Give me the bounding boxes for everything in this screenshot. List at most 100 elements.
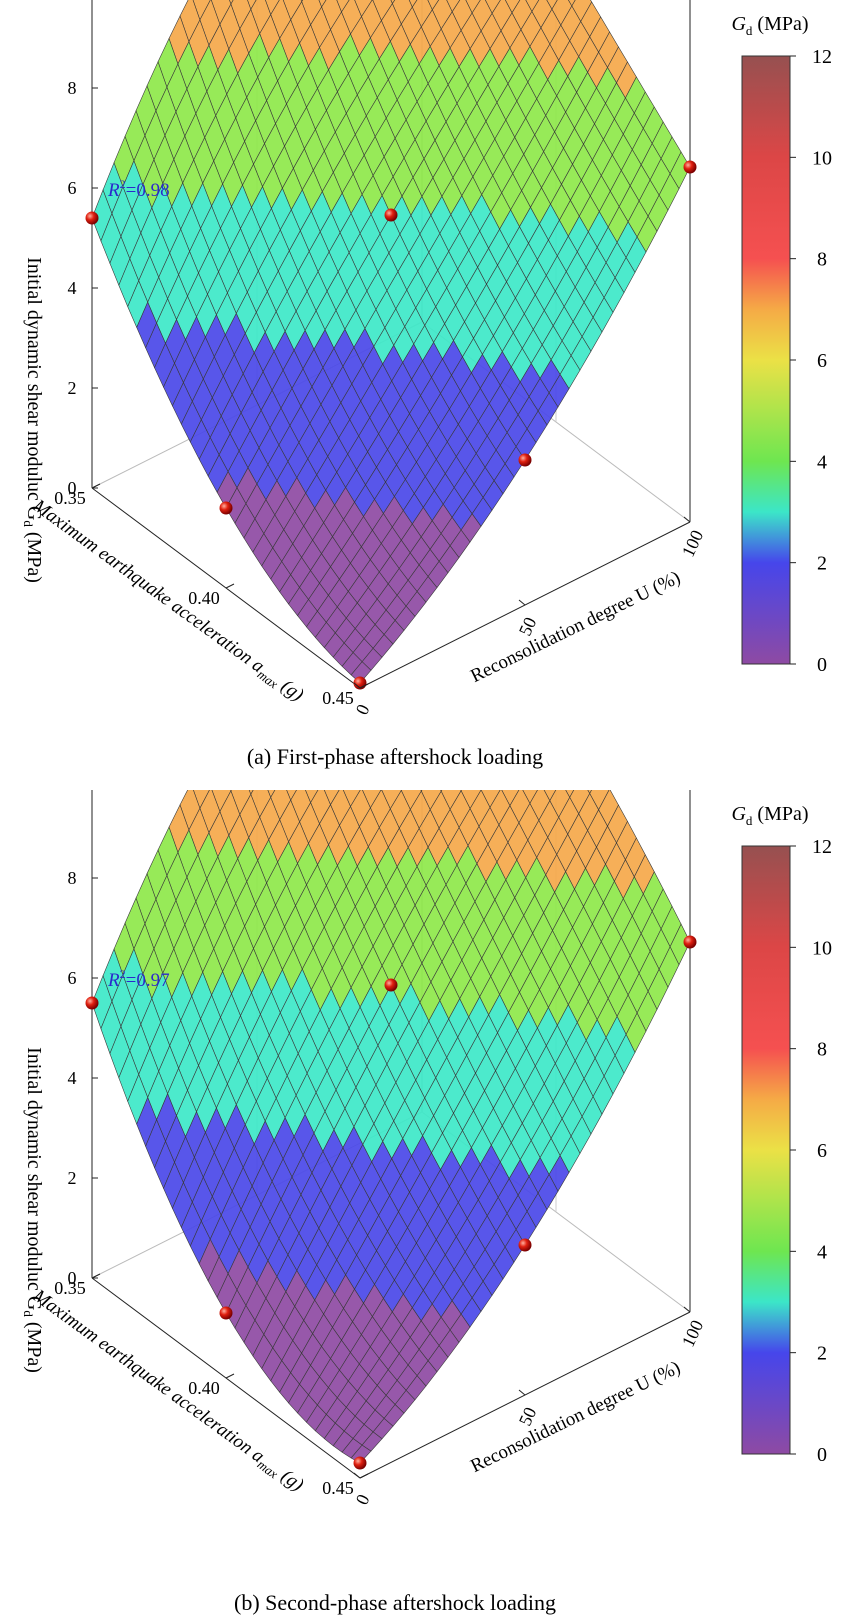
z-axis-title-unit: (MPa) — [23, 527, 45, 583]
r-squared-value: =0.98 — [126, 180, 170, 201]
colorbar-title-unit: (MPa) — [752, 13, 808, 35]
data-points — [85, 935, 697, 1470]
x-axis-ticks: 0.35 0.40 0.45 — [54, 1273, 369, 1498]
z-axis-title: Initial dynamic shear moduluc Gd (MPa) — [21, 257, 45, 583]
colorbar-tick-label: 4 — [817, 1241, 827, 1263]
r-squared-label: R2=0.98 — [107, 177, 170, 201]
colorbar-tick-label: 6 — [817, 1140, 827, 1162]
z-tick-label: 0 — [68, 1268, 77, 1288]
z-axis-title-sub: d — [21, 520, 36, 527]
surface — [91, 790, 691, 1464]
colorbar-title-sub: d — [746, 23, 753, 38]
data-point — [353, 1456, 367, 1470]
r-squared-symbol: R — [107, 180, 120, 201]
data-point — [384, 208, 398, 222]
x-tick-label: 0.40 — [188, 588, 220, 608]
surface-cell — [390, 0, 396, 5]
data-point — [683, 160, 697, 174]
data-point — [85, 996, 99, 1010]
colorbar-tick-label: 4 — [817, 451, 827, 473]
r-squared-symbol: R — [107, 970, 120, 991]
data-point — [219, 1306, 233, 1320]
figure-caption-a: (a) First-phase aftershock loading — [246, 744, 544, 769]
y-tick — [683, 1306, 691, 1313]
x-tick-label: 0.45 — [322, 1478, 354, 1498]
y-axis-title: Reconsolidation degree U (%) — [467, 1357, 683, 1477]
x-tick — [91, 483, 101, 489]
x-tick — [225, 583, 235, 589]
x-axis-ticks: 0.35 0.40 0.45 — [54, 483, 369, 708]
data-point — [518, 1238, 532, 1252]
r-squared-exp: 2 — [120, 177, 126, 191]
z-tick-label: 0 — [68, 478, 77, 498]
colorbar-tick-label: 0 — [817, 654, 827, 676]
x-tick-label: 0.40 — [188, 1378, 220, 1398]
r-squared-value: =0.97 — [126, 970, 170, 991]
colorbar-title-sub: d — [746, 813, 753, 828]
colorbar-tick-label: 12 — [812, 46, 832, 68]
x-tick-label: 0.45 — [322, 688, 354, 708]
r-squared-label: R2=0.97 — [107, 967, 170, 991]
colorbar-title-symbol: G — [731, 13, 746, 35]
colorbar-tick-label: 6 — [817, 350, 827, 372]
y-tick — [518, 599, 526, 606]
y-tick-label: 0 — [352, 701, 374, 718]
z-axis-title-unit: (MPa) — [23, 1317, 45, 1373]
data-point — [384, 978, 398, 992]
colorbar-title-symbol: G — [731, 803, 746, 825]
colorbar — [741, 55, 791, 665]
colorbar-title-unit: (MPa) — [752, 803, 808, 825]
surface-cell — [229, 0, 234, 5]
data-points — [85, 160, 697, 690]
y-tick-label: 0 — [352, 1491, 374, 1508]
surface-cell — [248, 790, 254, 796]
x-tick-label: 0.35 — [54, 488, 86, 508]
y-tick — [518, 1389, 526, 1396]
r-squared-exp: 2 — [120, 967, 126, 981]
surface-cell — [587, 790, 592, 795]
colorbar-tick-label: 2 — [817, 553, 827, 575]
z-tick-label: 2 — [68, 378, 77, 398]
y-tick — [353, 1472, 361, 1479]
y-tick-label: 100 — [678, 527, 708, 560]
x-tick-label: 0.35 — [54, 1278, 86, 1298]
colorbar-title: Gd (MPa) — [731, 803, 808, 828]
z-tick-label: 4 — [68, 1068, 77, 1088]
z-tick-label: 8 — [68, 78, 77, 98]
x-tick — [225, 1373, 235, 1379]
z-axis-title: Initial dynamic shear moduluc Gd (MPa) — [21, 1047, 45, 1373]
data-point — [683, 935, 697, 949]
data-point — [219, 501, 233, 515]
z-tick-label: 6 — [68, 178, 77, 198]
x-tick — [359, 683, 369, 689]
z-tick-label: 4 — [68, 278, 77, 298]
data-point — [518, 453, 532, 467]
colorbar-tick-label: 0 — [817, 1444, 827, 1466]
colorbar-tick-label: 10 — [812, 147, 832, 169]
z-tick-label: 6 — [68, 968, 77, 988]
figure-caption-b: (b) Second-phase aftershock loading — [234, 1590, 556, 1615]
colorbar-tick-label: 8 — [817, 1039, 827, 1061]
surface-cell — [318, 0, 327, 8]
surface-cell — [267, 790, 276, 799]
x-tick — [91, 1273, 101, 1279]
y-tick — [353, 682, 361, 689]
colorbar-tick-label: 8 — [817, 249, 827, 271]
colorbar-tick-label: 2 — [817, 1343, 827, 1365]
y-tick — [683, 516, 691, 523]
colorbar-title: Gd (MPa) — [731, 13, 808, 38]
z-tick-label: 2 — [68, 1168, 77, 1188]
data-point — [85, 211, 99, 225]
colorbar — [741, 845, 791, 1455]
colorbar-tick-label: 10 — [812, 937, 832, 959]
z-tick-label: 8 — [68, 868, 77, 888]
y-axis-title: Reconsolidation degree U (%) — [467, 567, 683, 687]
y-tick-label: 100 — [678, 1317, 708, 1350]
x-tick — [359, 1473, 369, 1479]
